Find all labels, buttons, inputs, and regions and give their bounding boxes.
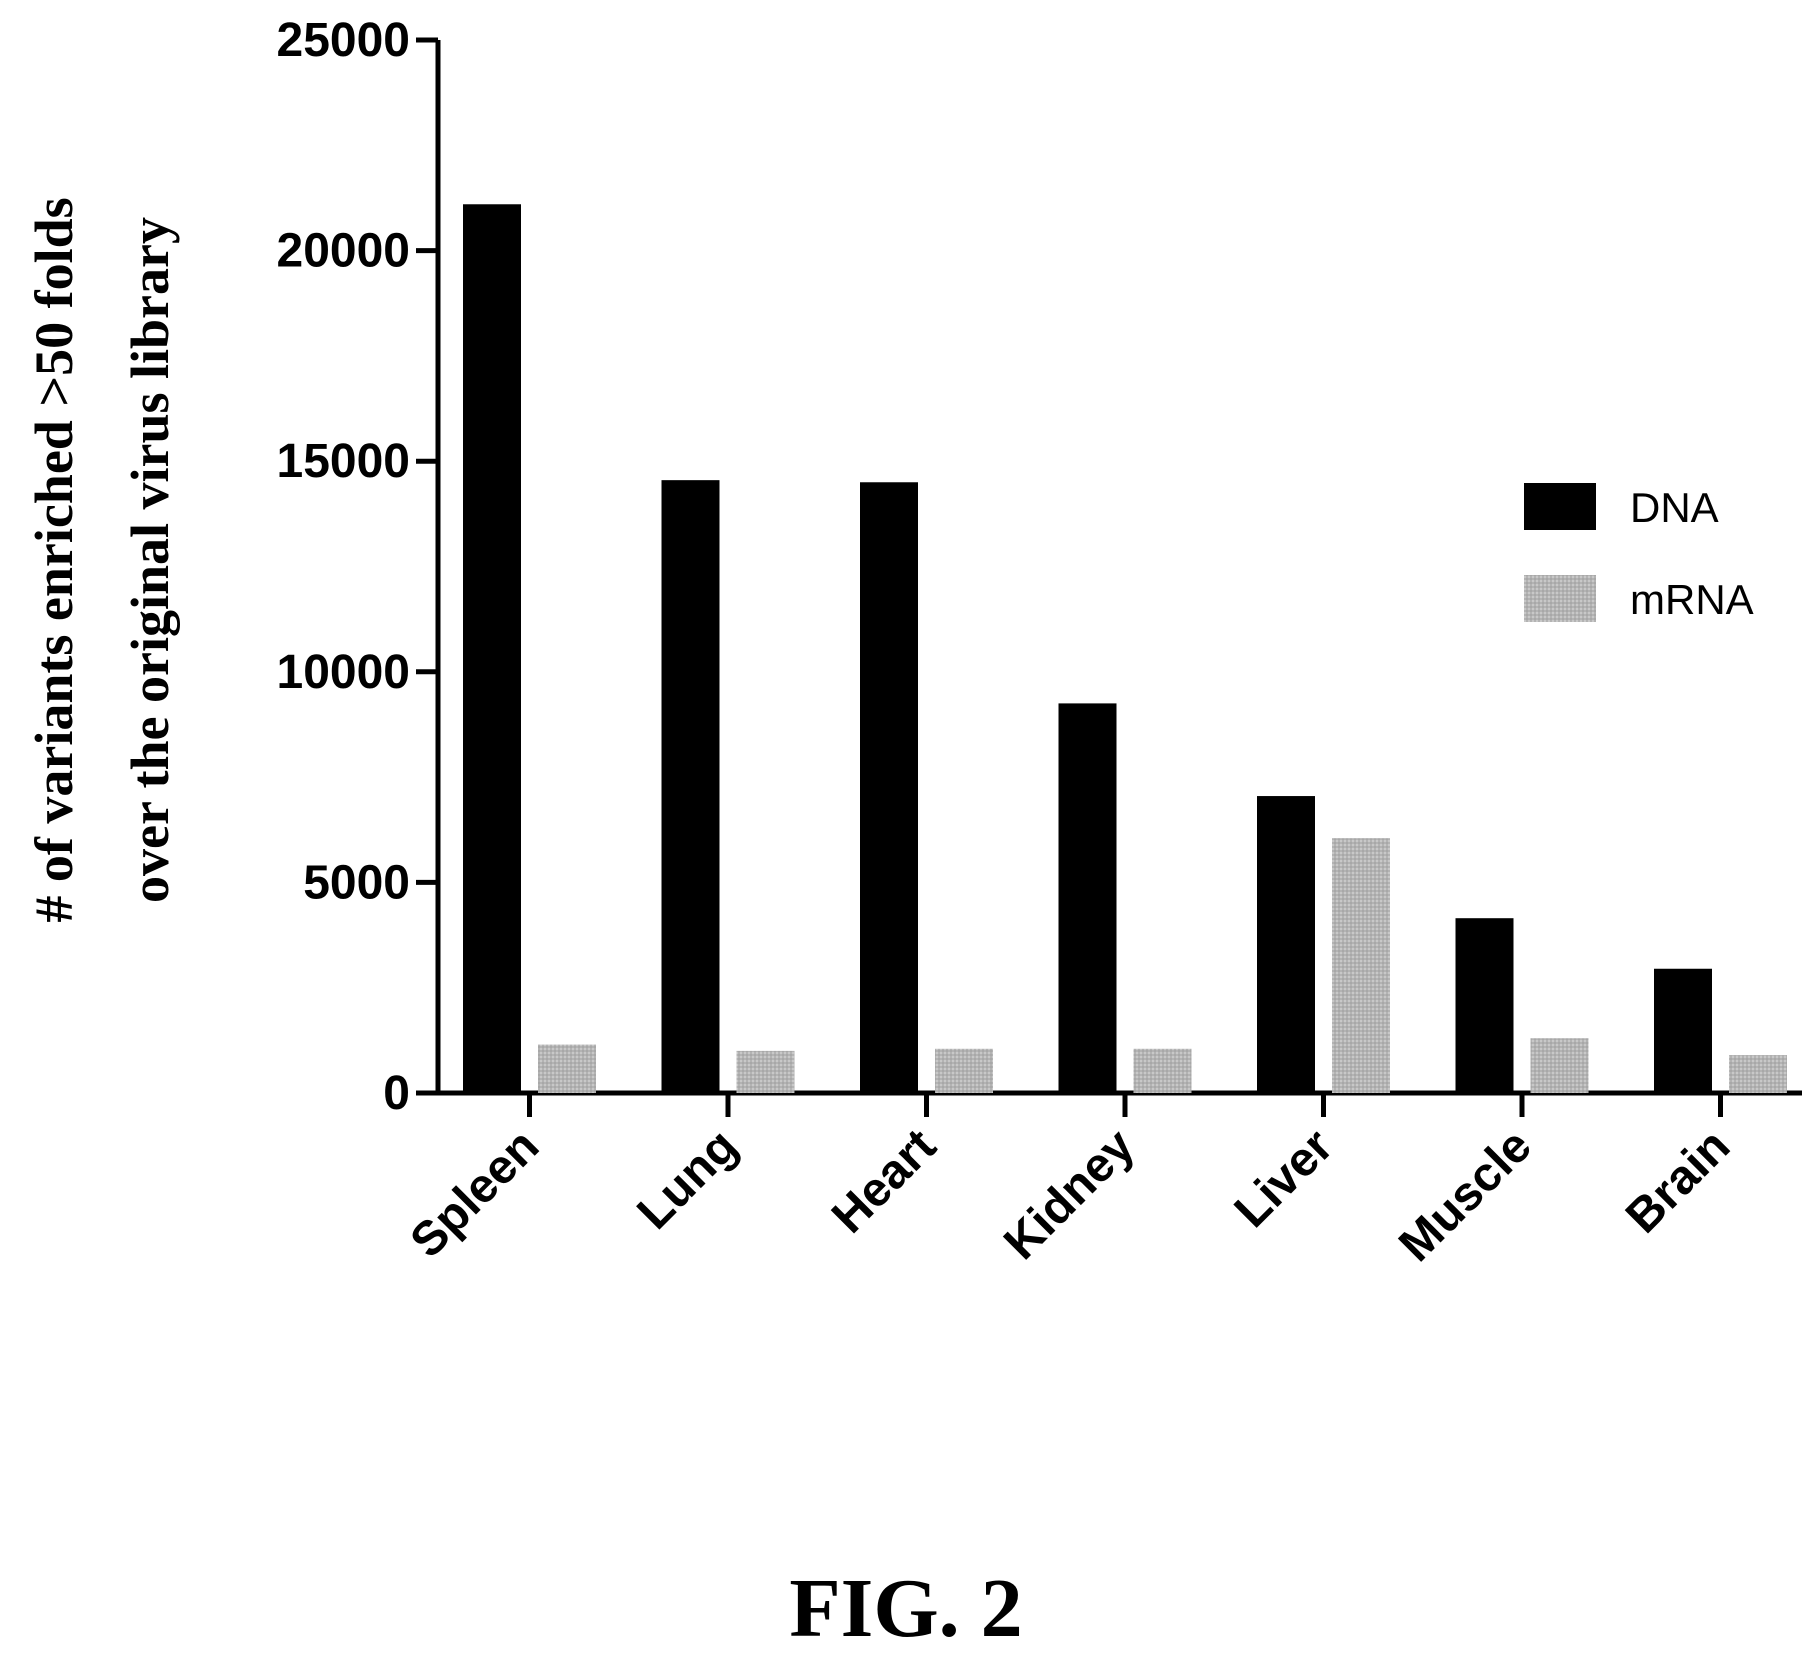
bar-mrna-brain [1729,1055,1787,1093]
x-axis: Spleen Lung Heart Kidney Liver Muscle Brain [401,1090,1802,1272]
bar-dna-muscle [1455,918,1514,1093]
y-axis-label-line2: over the original virus library [120,217,180,903]
x-tick-label-spleen: Spleen [401,1119,550,1268]
bar-chart: # of variants enriched >50 folds over th… [24,14,1802,1272]
bar-dna-brain [1654,968,1712,1093]
y-axis-label-line1: # of variants enriched >50 folds [24,197,84,922]
y-tick-label: 5000 [303,856,410,909]
x-tick-label-muscle: Muscle [1389,1119,1542,1272]
bar-mrna-liver [1332,838,1390,1093]
y-axis-label: # of variants enriched >50 folds over th… [24,197,180,922]
bar-dna-lung [661,480,720,1093]
y-tick-label: 15000 [277,435,410,488]
y-tick-label: 10000 [277,646,410,699]
bar-mrna-spleen [538,1044,596,1093]
x-tick-label-liver: Liver [1225,1119,1344,1238]
bar-dna-kidney [1058,703,1117,1093]
y-axis: 0 5000 10000 15000 20000 25000 [277,14,441,1120]
figure-caption: FIG. 2 [789,1562,1023,1655]
y-tick-label: 25000 [277,14,410,67]
x-tick-label-lung: Lung [627,1119,747,1239]
legend-label-mrna: mRNA [1630,576,1754,623]
bar-mrna-lung [736,1050,795,1093]
legend-swatch-mrna [1524,575,1596,622]
legend: DNA mRNA [1524,483,1754,623]
bar-mrna-kidney [1133,1048,1192,1093]
x-tick-label-brain: Brain [1616,1119,1740,1243]
legend-swatch-dna [1524,483,1596,530]
legend-label-dna: DNA [1630,484,1719,531]
x-tick-label-kidney: Kidney [994,1119,1145,1270]
bar-dna-heart [860,482,918,1093]
x-tick-label-heart: Heart [822,1119,946,1243]
y-tick-label: 20000 [277,225,410,278]
bar-mrna-heart [935,1048,993,1093]
bars-group [463,204,1787,1093]
bar-dna-spleen [463,204,521,1093]
bar-mrna-muscle [1530,1038,1589,1093]
bar-dna-liver [1257,796,1315,1093]
y-tick-label: 0 [383,1067,410,1120]
